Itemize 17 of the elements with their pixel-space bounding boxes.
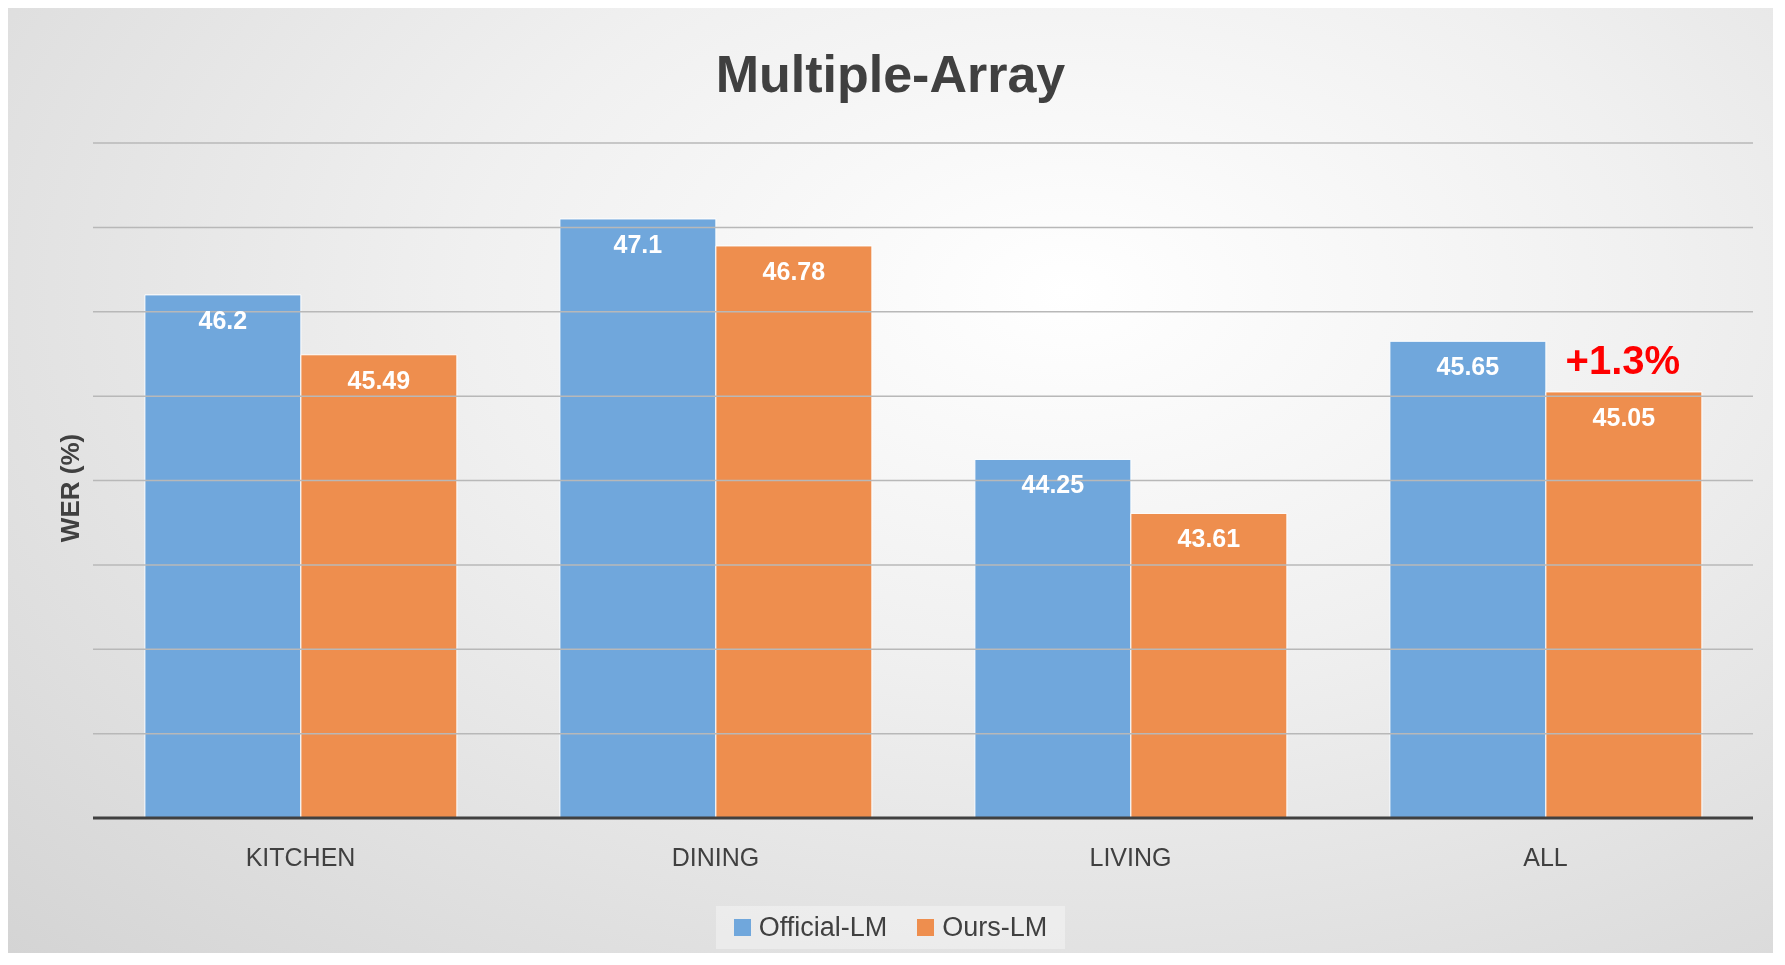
data-label: 44.25: [1021, 470, 1085, 499]
data-label: 46.78: [762, 256, 826, 285]
text: Official-LM: [758, 912, 888, 943]
data-label: 45.49: [347, 365, 411, 394]
data-label: 46.2: [198, 305, 248, 334]
chart-title: Multiple-Array: [714, 44, 1067, 104]
x-tick-label: KITCHEN: [245, 842, 356, 871]
annotation: +1.3%: [1565, 337, 1681, 382]
data-label: 43.61: [1177, 524, 1241, 553]
y-axis-title: WER (%): [54, 433, 86, 543]
x-tick-label: DINING: [671, 842, 760, 871]
data-label: 45.05: [1592, 402, 1656, 431]
x-tick-label: ALL: [1523, 842, 1568, 871]
data-label: 47.1: [613, 229, 663, 258]
legend-label: Ours-LM: [942, 912, 1048, 943]
x-tick-label: LIVING: [1089, 842, 1172, 871]
data-label: 45.65: [1436, 352, 1500, 381]
